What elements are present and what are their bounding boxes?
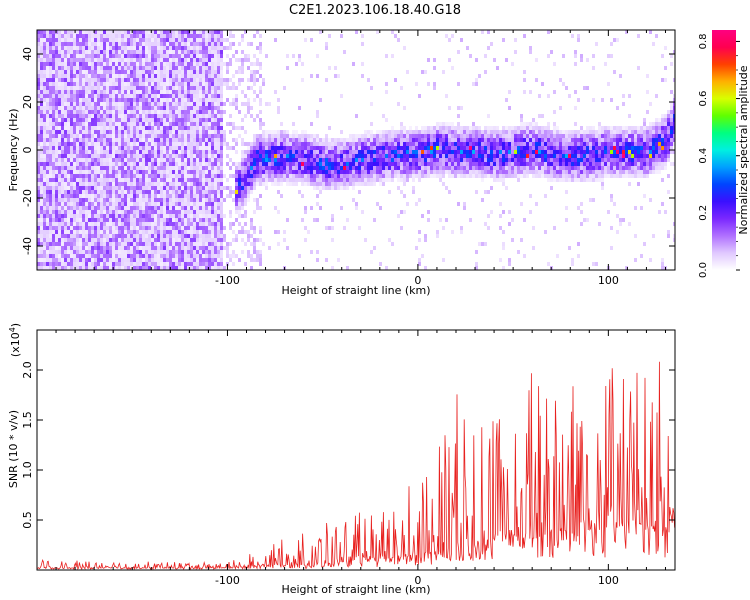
- snr-x-tick-label: -100: [215, 574, 240, 587]
- snr-series: [37, 361, 675, 570]
- colorbar-tick-label: 0.6: [698, 91, 709, 107]
- spectrogram-y-label: Frequency (Hz): [7, 109, 20, 192]
- spectrogram-y-tick-label: 20: [21, 95, 34, 109]
- snr-ticks: -100 0 100 0.5 1.0 1.5 2.0: [21, 330, 675, 587]
- snr-y-tick-label: 0.5: [21, 511, 34, 529]
- spectrogram-panel: -100 0 100 -40 -20 0 20 40 Height of straight l…: [7, 29, 676, 297]
- snr-y-tick-label: 2.0: [21, 361, 34, 379]
- spectrogram-y-tick-label: -20: [21, 189, 34, 207]
- snr-line: [37, 361, 675, 570]
- colorbar: 0.0 0.2 0.4 0.6 0.8 Normalized spectral ampl…: [698, 30, 750, 278]
- spectrogram-ticks: -100 0 100 -40 -20 0 20 40: [21, 30, 675, 287]
- spectrogram-x-tick-label: 100: [598, 274, 619, 287]
- snr-x-tick-label: 100: [598, 574, 619, 587]
- colorbar-ticks: 0.0 0.2 0.4 0.6 0.8: [698, 33, 740, 278]
- figure-title: C2E1.2023.106.18.40.G18: [289, 3, 461, 18]
- snr-panel: -100 0 100 0.5 1.0 1.5 2.0 Height of straight …: [7, 323, 676, 596]
- spectrogram-x-label: Height of straight line (km): [281, 284, 430, 297]
- spectrogram-y-tick-label: 40: [21, 47, 34, 61]
- colorbar-tick-label: 0.8: [698, 33, 709, 49]
- snr-y-tick-label: 1.0: [21, 461, 34, 479]
- spectrogram-x-tick-label: 0: [414, 274, 421, 287]
- snr-x-label: Height of straight line (km): [281, 583, 430, 596]
- snr-y-label: SNR (10 * v/v): [7, 410, 20, 488]
- colorbar-tick-label: 0.2: [698, 205, 709, 221]
- colorbar-tick-label: 0.4: [698, 148, 709, 164]
- colorbar-gradient: [712, 30, 736, 270]
- spectrogram-x-tick-label: -100: [215, 274, 240, 287]
- colorbar-label: Normalized spectral amplitude: [737, 65, 750, 234]
- snr-y-tick-label: 1.5: [21, 411, 34, 429]
- spectrogram-y-tick-label: -40: [21, 237, 34, 255]
- snr-scale-label: (x104): [8, 323, 22, 357]
- spectrogram-y-tick-label: 0: [21, 147, 34, 154]
- snr-x-tick-label: 0: [414, 574, 421, 587]
- colorbar-tick-label: 0.0: [698, 262, 709, 278]
- snr-frame: [36, 329, 676, 571]
- spectrogram-heatmap: [37, 30, 675, 270]
